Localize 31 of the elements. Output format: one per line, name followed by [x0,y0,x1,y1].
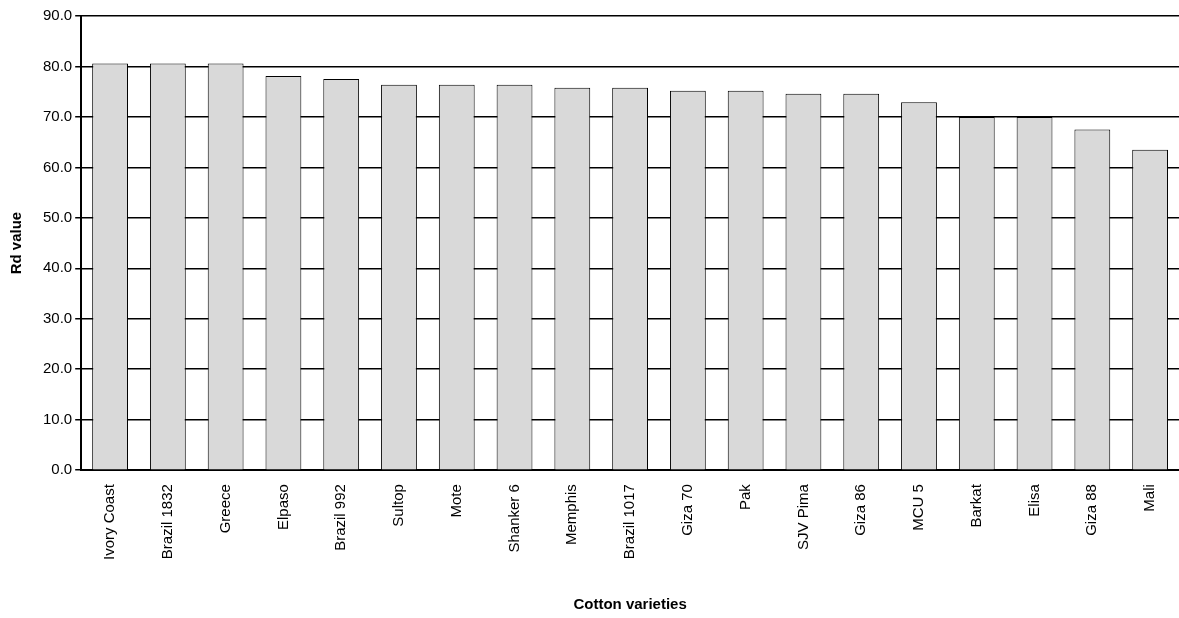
y-tick-label: 50.0 [42,207,73,225]
x-tick-label: Memphis [562,484,580,545]
x-tick-label: MCU 5 [909,484,927,531]
x-tick-label: Brazil 1017 [620,484,638,560]
x-tick-label: Giza 70 [678,484,696,536]
x-tick-label: Elpaso [273,484,291,531]
y-tick-label: 20.0 [42,359,73,377]
x-tick-label: Mali [1140,484,1158,512]
x-tick-label: Mote [446,484,464,518]
y-axis-title: Rd value [7,211,25,275]
y-tick-label: 40.0 [42,258,73,276]
y-tick-label: 30.0 [42,308,73,326]
y-tick-label: 10.0 [42,409,73,427]
x-tick-label: Shanker 6 [504,484,522,553]
y-tick-label: 90.0 [42,6,73,24]
y-tick-label: 80.0 [42,56,73,74]
x-tick-label: Giza 88 [1082,484,1100,536]
x-tick-label: Pak [735,483,753,510]
y-tick-label: 70.0 [42,107,73,125]
x-tick-label: Brazil 1832 [158,484,175,560]
x-tick-label: Sultop [389,484,407,527]
x-tick-label: Ivory Coast [100,483,118,560]
x-tick-label: Barkat [966,483,984,528]
x-tick-label: SJV Pima [793,483,811,550]
y-tick-label: 60.0 [42,157,73,175]
x-axis-title: Cotton varieties [573,595,687,613]
x-tick-label: Greece [215,484,233,534]
y-tick-label: 0.0 [51,460,73,478]
x-tick-label: Brazil 992 [331,484,349,551]
x-tick-label: Elisa [1024,483,1042,517]
x-tick-label: Giza 86 [851,484,869,536]
